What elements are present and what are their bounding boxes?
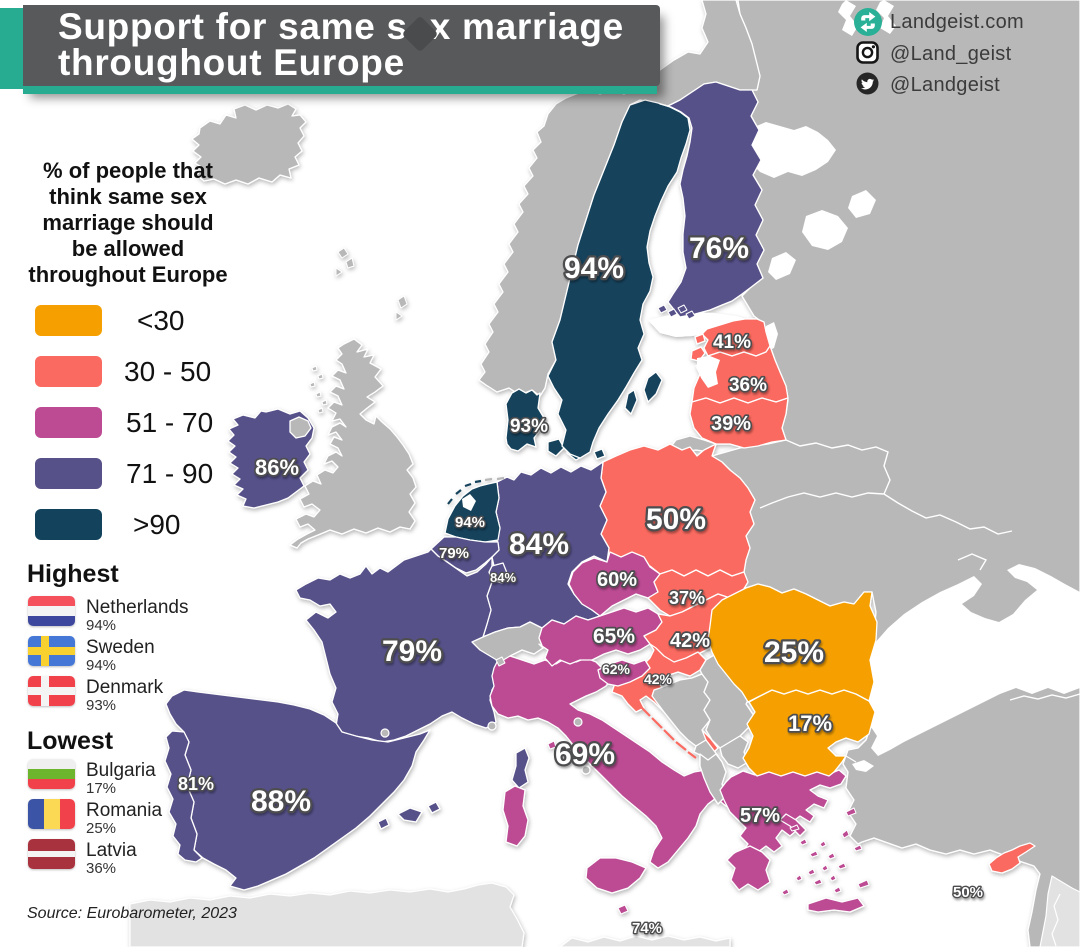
svg-text:88%: 88% — [251, 785, 311, 818]
svg-text:50%: 50% — [646, 503, 706, 536]
svg-text:79%: 79% — [382, 635, 442, 668]
svg-text:37%: 37% — [669, 588, 705, 608]
svg-text:94%: 94% — [564, 252, 624, 285]
svg-text:17%: 17% — [788, 711, 832, 736]
svg-text:69%: 69% — [555, 738, 615, 771]
svg-text:81%: 81% — [178, 774, 214, 794]
svg-text:25%: 25% — [764, 636, 824, 669]
svg-text:76%: 76% — [689, 232, 749, 265]
svg-text:93%: 93% — [510, 416, 548, 437]
svg-text:62%: 62% — [602, 661, 631, 677]
svg-text:36%: 36% — [729, 375, 767, 396]
svg-text:84%: 84% — [509, 528, 569, 561]
svg-text:39%: 39% — [711, 413, 751, 435]
svg-text:60%: 60% — [597, 569, 637, 591]
svg-text:41%: 41% — [713, 332, 751, 353]
svg-text:50%: 50% — [953, 884, 983, 901]
svg-text:42%: 42% — [644, 671, 673, 687]
svg-text:74%: 74% — [632, 920, 662, 937]
svg-text:65%: 65% — [593, 625, 635, 648]
svg-text:57%: 57% — [740, 805, 780, 827]
svg-text:86%: 86% — [255, 455, 299, 480]
svg-text:94%: 94% — [455, 514, 485, 531]
svg-text:84%: 84% — [490, 570, 516, 585]
svg-text:42%: 42% — [670, 630, 710, 652]
svg-text:79%: 79% — [439, 545, 469, 562]
